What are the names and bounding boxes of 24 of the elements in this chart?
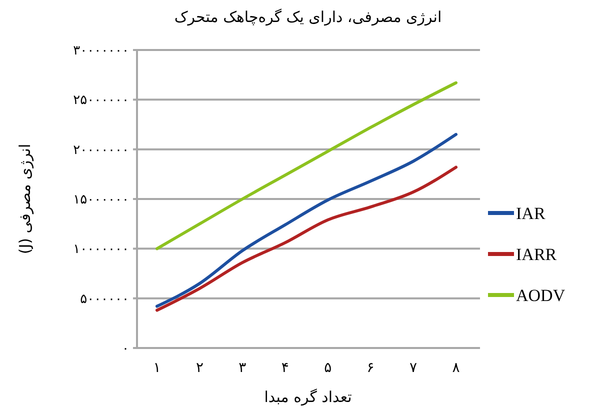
y-tick-label: ۲۰۰۰۰۰۰۰ xyxy=(73,142,129,158)
line-series xyxy=(156,166,458,312)
x-tick-label: ۳ xyxy=(238,360,247,376)
x-tick-label: ۵ xyxy=(324,360,332,376)
x-tick-label: ۴ xyxy=(281,360,289,376)
legend-label: IAR xyxy=(516,204,546,223)
x-tick-label: ۷ xyxy=(410,360,418,376)
chart-title: انرژی مصرفی، دارای یک گره‌چاهک متحرک xyxy=(174,8,442,26)
x-tick-label: ۶ xyxy=(366,360,374,376)
y-axis-title: انرژی مصرفی (J) xyxy=(16,144,34,254)
y-tick-label: ۵۰۰۰۰۰۰ xyxy=(80,292,129,307)
legend-label: AODV xyxy=(516,286,566,305)
x-tick-label: ۲ xyxy=(196,360,204,376)
y-tick-label: ۱۵۰۰۰۰۰۰ xyxy=(73,192,129,208)
line-series xyxy=(156,81,458,250)
y-tick-label: ۲۵۰۰۰۰۰۰ xyxy=(73,93,129,108)
x-axis-title: تعداد گره مبدا xyxy=(264,388,352,406)
x-tick-label: ۸ xyxy=(452,360,460,376)
x-tick-label: ۱ xyxy=(153,360,161,376)
y-tick-label: ۰ xyxy=(122,342,129,357)
y-tick-label: ۱۰۰۰۰۰۰۰ xyxy=(73,242,129,258)
line-series xyxy=(156,132,458,308)
y-tick-label: ۳۰۰۰۰۰۰۰ xyxy=(73,44,129,59)
legend-label: IARR xyxy=(516,244,558,264)
